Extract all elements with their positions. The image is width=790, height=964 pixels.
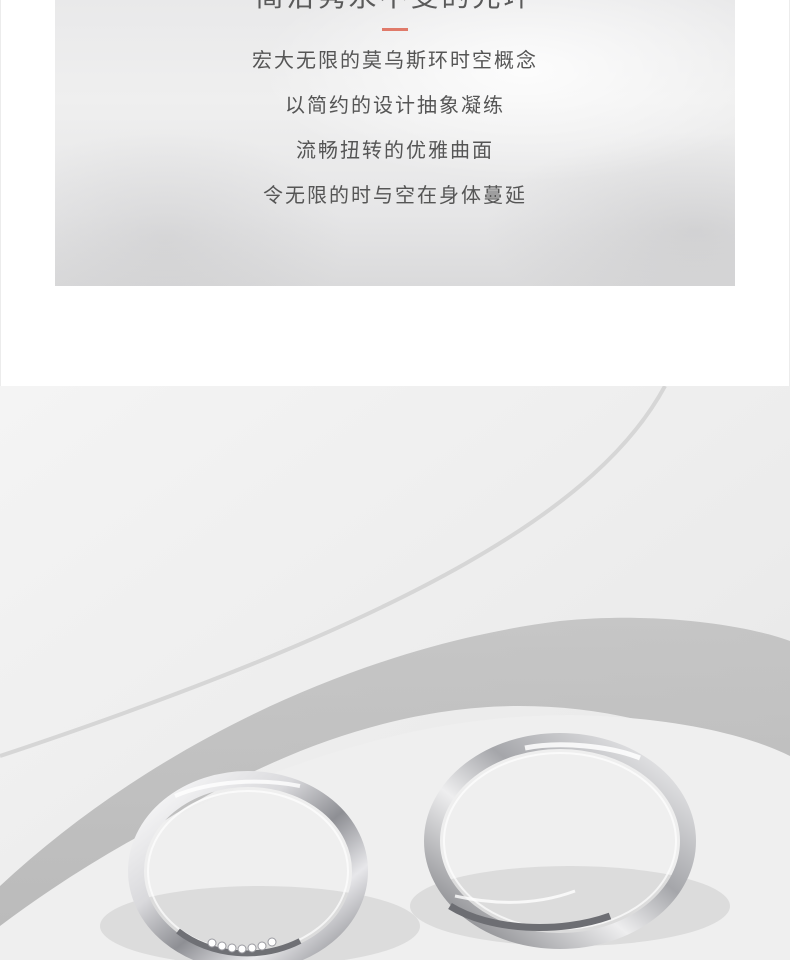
title-accent-bar [382, 28, 408, 31]
intro-title: 简洁隽永不变的光环 [55, 0, 735, 15]
ring-pair-icon [0, 385, 790, 964]
intro-line-2: 以简约的设计抽象凝练 [285, 93, 505, 117]
intro-panel: 简洁隽永不变的光环 宏大无限的莫乌斯环时空概念 以简约的设计抽象凝练 流畅扭转的… [55, 0, 735, 286]
intro-line-4: 令无限的时与空在身体蔓延 [263, 183, 527, 207]
frame-left-edge [0, 0, 1, 386]
intro-copy: 宏大无限的莫乌斯环时空概念 以简约的设计抽象凝练 流畅扭转的优雅曲面 令无限的时… [55, 44, 735, 224]
intro-line-3: 流畅扭转的优雅曲面 [296, 138, 494, 162]
intro-line-1: 宏大无限的莫乌斯环时空概念 [252, 48, 538, 72]
product-photo [0, 385, 790, 964]
